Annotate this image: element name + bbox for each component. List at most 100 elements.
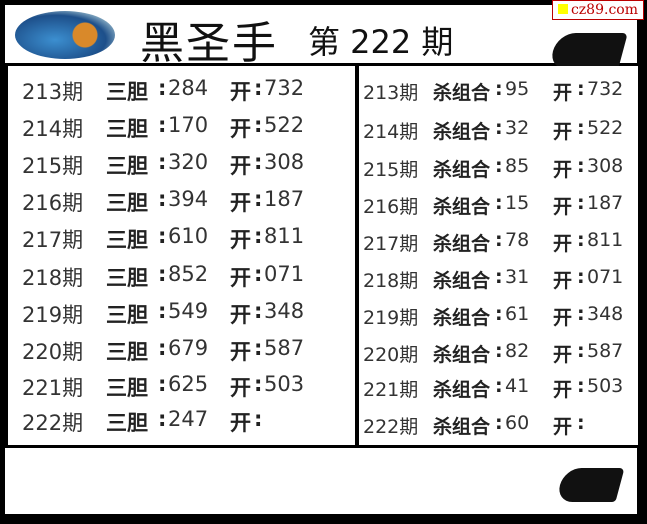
- brand-text: cz89.com: [570, 2, 638, 18]
- value: 320: [168, 150, 209, 174]
- label: 杀组合: [433, 416, 491, 438]
- value: 41: [505, 375, 530, 397]
- open-label: 开: [230, 154, 251, 178]
- period: 219期: [22, 303, 84, 327]
- value: 95: [505, 78, 530, 100]
- value: 170: [168, 113, 209, 137]
- open-label: 开: [553, 233, 573, 255]
- open-label: 开: [553, 159, 573, 181]
- open-value: 187: [587, 192, 624, 214]
- label: 杀组合: [433, 82, 491, 104]
- open-label: 开: [553, 82, 573, 104]
- value: 85: [505, 155, 530, 177]
- label: 杀组合: [433, 196, 491, 218]
- label: 杀组合: [433, 270, 491, 292]
- ok-hand-icon: [555, 468, 625, 502]
- open-value: 732: [264, 76, 305, 100]
- period: 221期: [363, 379, 419, 401]
- open-value: 503: [587, 375, 624, 397]
- label: 杀组合: [433, 379, 491, 401]
- open-value: 348: [587, 303, 624, 325]
- value: 394: [168, 187, 209, 211]
- open-value: 811: [264, 224, 305, 248]
- open-value: 503: [264, 372, 305, 396]
- value: 61: [505, 303, 530, 325]
- open-value: 587: [587, 340, 624, 362]
- period: 214期: [22, 117, 84, 141]
- open-label: 开: [230, 266, 251, 290]
- value: 679: [168, 336, 209, 360]
- footer: [5, 448, 637, 514]
- label: 杀组合: [433, 233, 491, 255]
- value: 60: [505, 412, 530, 434]
- label: 三胆: [106, 411, 148, 435]
- open-label: 开: [553, 121, 573, 143]
- open-label: 开: [230, 376, 251, 400]
- logo-image: [15, 11, 115, 59]
- period: 213期: [22, 80, 84, 104]
- label: 杀组合: [433, 121, 491, 143]
- open-value: 348: [264, 299, 305, 323]
- open-label: 开: [230, 117, 251, 141]
- period: 213期: [363, 82, 419, 104]
- label: 三胆: [106, 191, 148, 215]
- period: 215期: [22, 154, 84, 178]
- value: 31: [505, 266, 530, 288]
- open-label: 开: [230, 228, 251, 252]
- open-value: 308: [264, 150, 305, 174]
- label: 杀组合: [433, 344, 491, 366]
- brand-badge[interactable]: cz89.com: [551, 0, 644, 20]
- value: 625: [168, 372, 209, 396]
- period: 214期: [363, 121, 419, 143]
- open-value: 522: [587, 117, 624, 139]
- open-value: 587: [264, 336, 305, 360]
- period: 215期: [363, 159, 419, 181]
- label: 三胆: [106, 228, 148, 252]
- open-value: 732: [587, 78, 624, 100]
- value: 247: [168, 407, 209, 431]
- open-label: 开: [553, 270, 573, 292]
- open-label: 开: [553, 196, 573, 218]
- value: 32: [505, 117, 530, 139]
- period: 217期: [363, 233, 419, 255]
- page-title: 黑圣手: [140, 18, 278, 69]
- open-label: 开: [553, 416, 573, 438]
- open-value: 071: [587, 266, 624, 288]
- period: 216期: [363, 196, 419, 218]
- period: 218期: [22, 266, 84, 290]
- label: 三胆: [106, 376, 148, 400]
- open-label: 开: [553, 307, 573, 329]
- open-label: 开: [553, 379, 573, 401]
- label: 杀组合: [433, 159, 491, 181]
- label: 三胆: [106, 117, 148, 141]
- period: 221期: [22, 376, 84, 400]
- period: 218期: [363, 270, 419, 292]
- label: 三胆: [106, 340, 148, 364]
- open-value: 187: [264, 187, 305, 211]
- open-label: 开: [230, 80, 251, 104]
- open-value: 522: [264, 113, 305, 137]
- open-value: 811: [587, 229, 624, 251]
- label: 杀组合: [433, 307, 491, 329]
- ok-hand-icon: [548, 33, 628, 69]
- open-label: 开: [230, 191, 251, 215]
- open-label: 开: [553, 344, 573, 366]
- value: 549: [168, 299, 209, 323]
- left-panel: 213期 三胆:284 开:732 214期 三胆:170 开:522 215期 三胆:320…: [8, 66, 355, 445]
- open-label: 开: [230, 411, 251, 435]
- value: 610: [168, 224, 209, 248]
- open-label: 开: [230, 340, 251, 364]
- period: 222期: [363, 416, 419, 438]
- label: 三胆: [106, 303, 148, 327]
- value: 15: [505, 192, 530, 214]
- period: 216期: [22, 191, 84, 215]
- value: 78: [505, 229, 530, 251]
- period: 220期: [22, 340, 84, 364]
- period: 219期: [363, 307, 419, 329]
- open-label: 开: [230, 303, 251, 327]
- period: 220期: [363, 344, 419, 366]
- label: 三胆: [106, 154, 148, 178]
- header: 黑圣手 第 222 期: [5, 5, 637, 69]
- open-value: 071: [264, 262, 305, 286]
